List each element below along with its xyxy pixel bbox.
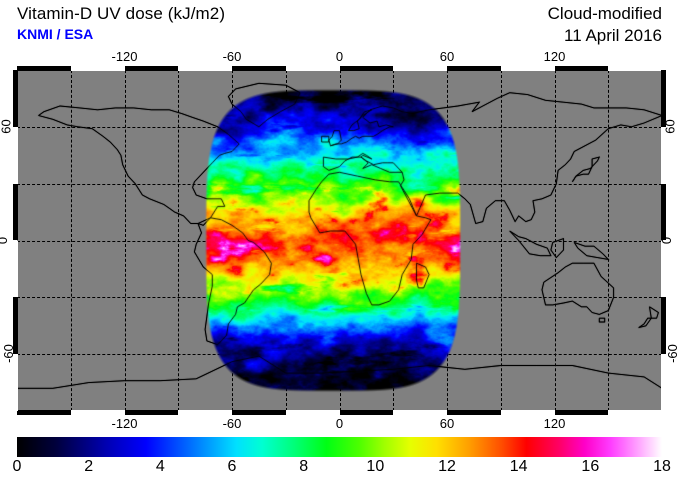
x-tick-label: 120	[543, 416, 566, 431]
map-plot	[17, 70, 662, 411]
colorbar-tick-label: 4	[155, 458, 165, 475]
y-tick-label: 0	[0, 236, 10, 243]
header: Vitamin-D UV dose (kJ/m2) KNMI / ESA Clo…	[0, 0, 678, 52]
colorbar-tick-label: 2	[84, 458, 94, 475]
x-tick-label: -60	[222, 416, 242, 431]
x-tick-label: -120	[111, 416, 138, 431]
credit-label: KNMI / ESA	[17, 26, 94, 42]
date-label: 11 April 2016	[564, 26, 662, 45]
y-tick-label: 60	[662, 119, 678, 134]
page-title: Vitamin-D UV dose (kJ/m2)	[17, 4, 226, 23]
x-tick-label: 60	[439, 416, 455, 431]
y-tick-label: -60	[664, 344, 678, 364]
x-tick-label: 60	[439, 49, 455, 64]
colorbar-tick-label: 18	[653, 458, 671, 475]
y-tick-label: 60	[0, 119, 14, 134]
x-tick-label: -120	[111, 49, 138, 64]
colorbar	[17, 437, 662, 457]
colorbar-tick-label: 10	[366, 458, 385, 475]
y-tick-label: -60	[0, 344, 16, 364]
colorbar-tick-label: 14	[509, 458, 528, 475]
colorbar-tick-label: 8	[299, 458, 309, 475]
colorbar-tick-label: 6	[227, 458, 237, 475]
colorbar-tick-label: 12	[438, 458, 456, 475]
colorbar-tick-label: 16	[581, 458, 600, 475]
colorbar-tick-label: 0	[12, 458, 22, 475]
y-tick-label: 0	[659, 236, 675, 244]
x-tick-label: 0	[335, 416, 344, 431]
x-tick-label: 120	[543, 49, 566, 64]
uv-dose-swath	[17, 70, 662, 411]
x-tick-label: -60	[222, 49, 242, 64]
x-tick-label: 0	[335, 49, 344, 64]
mode-label: Cloud-modified	[547, 4, 662, 23]
